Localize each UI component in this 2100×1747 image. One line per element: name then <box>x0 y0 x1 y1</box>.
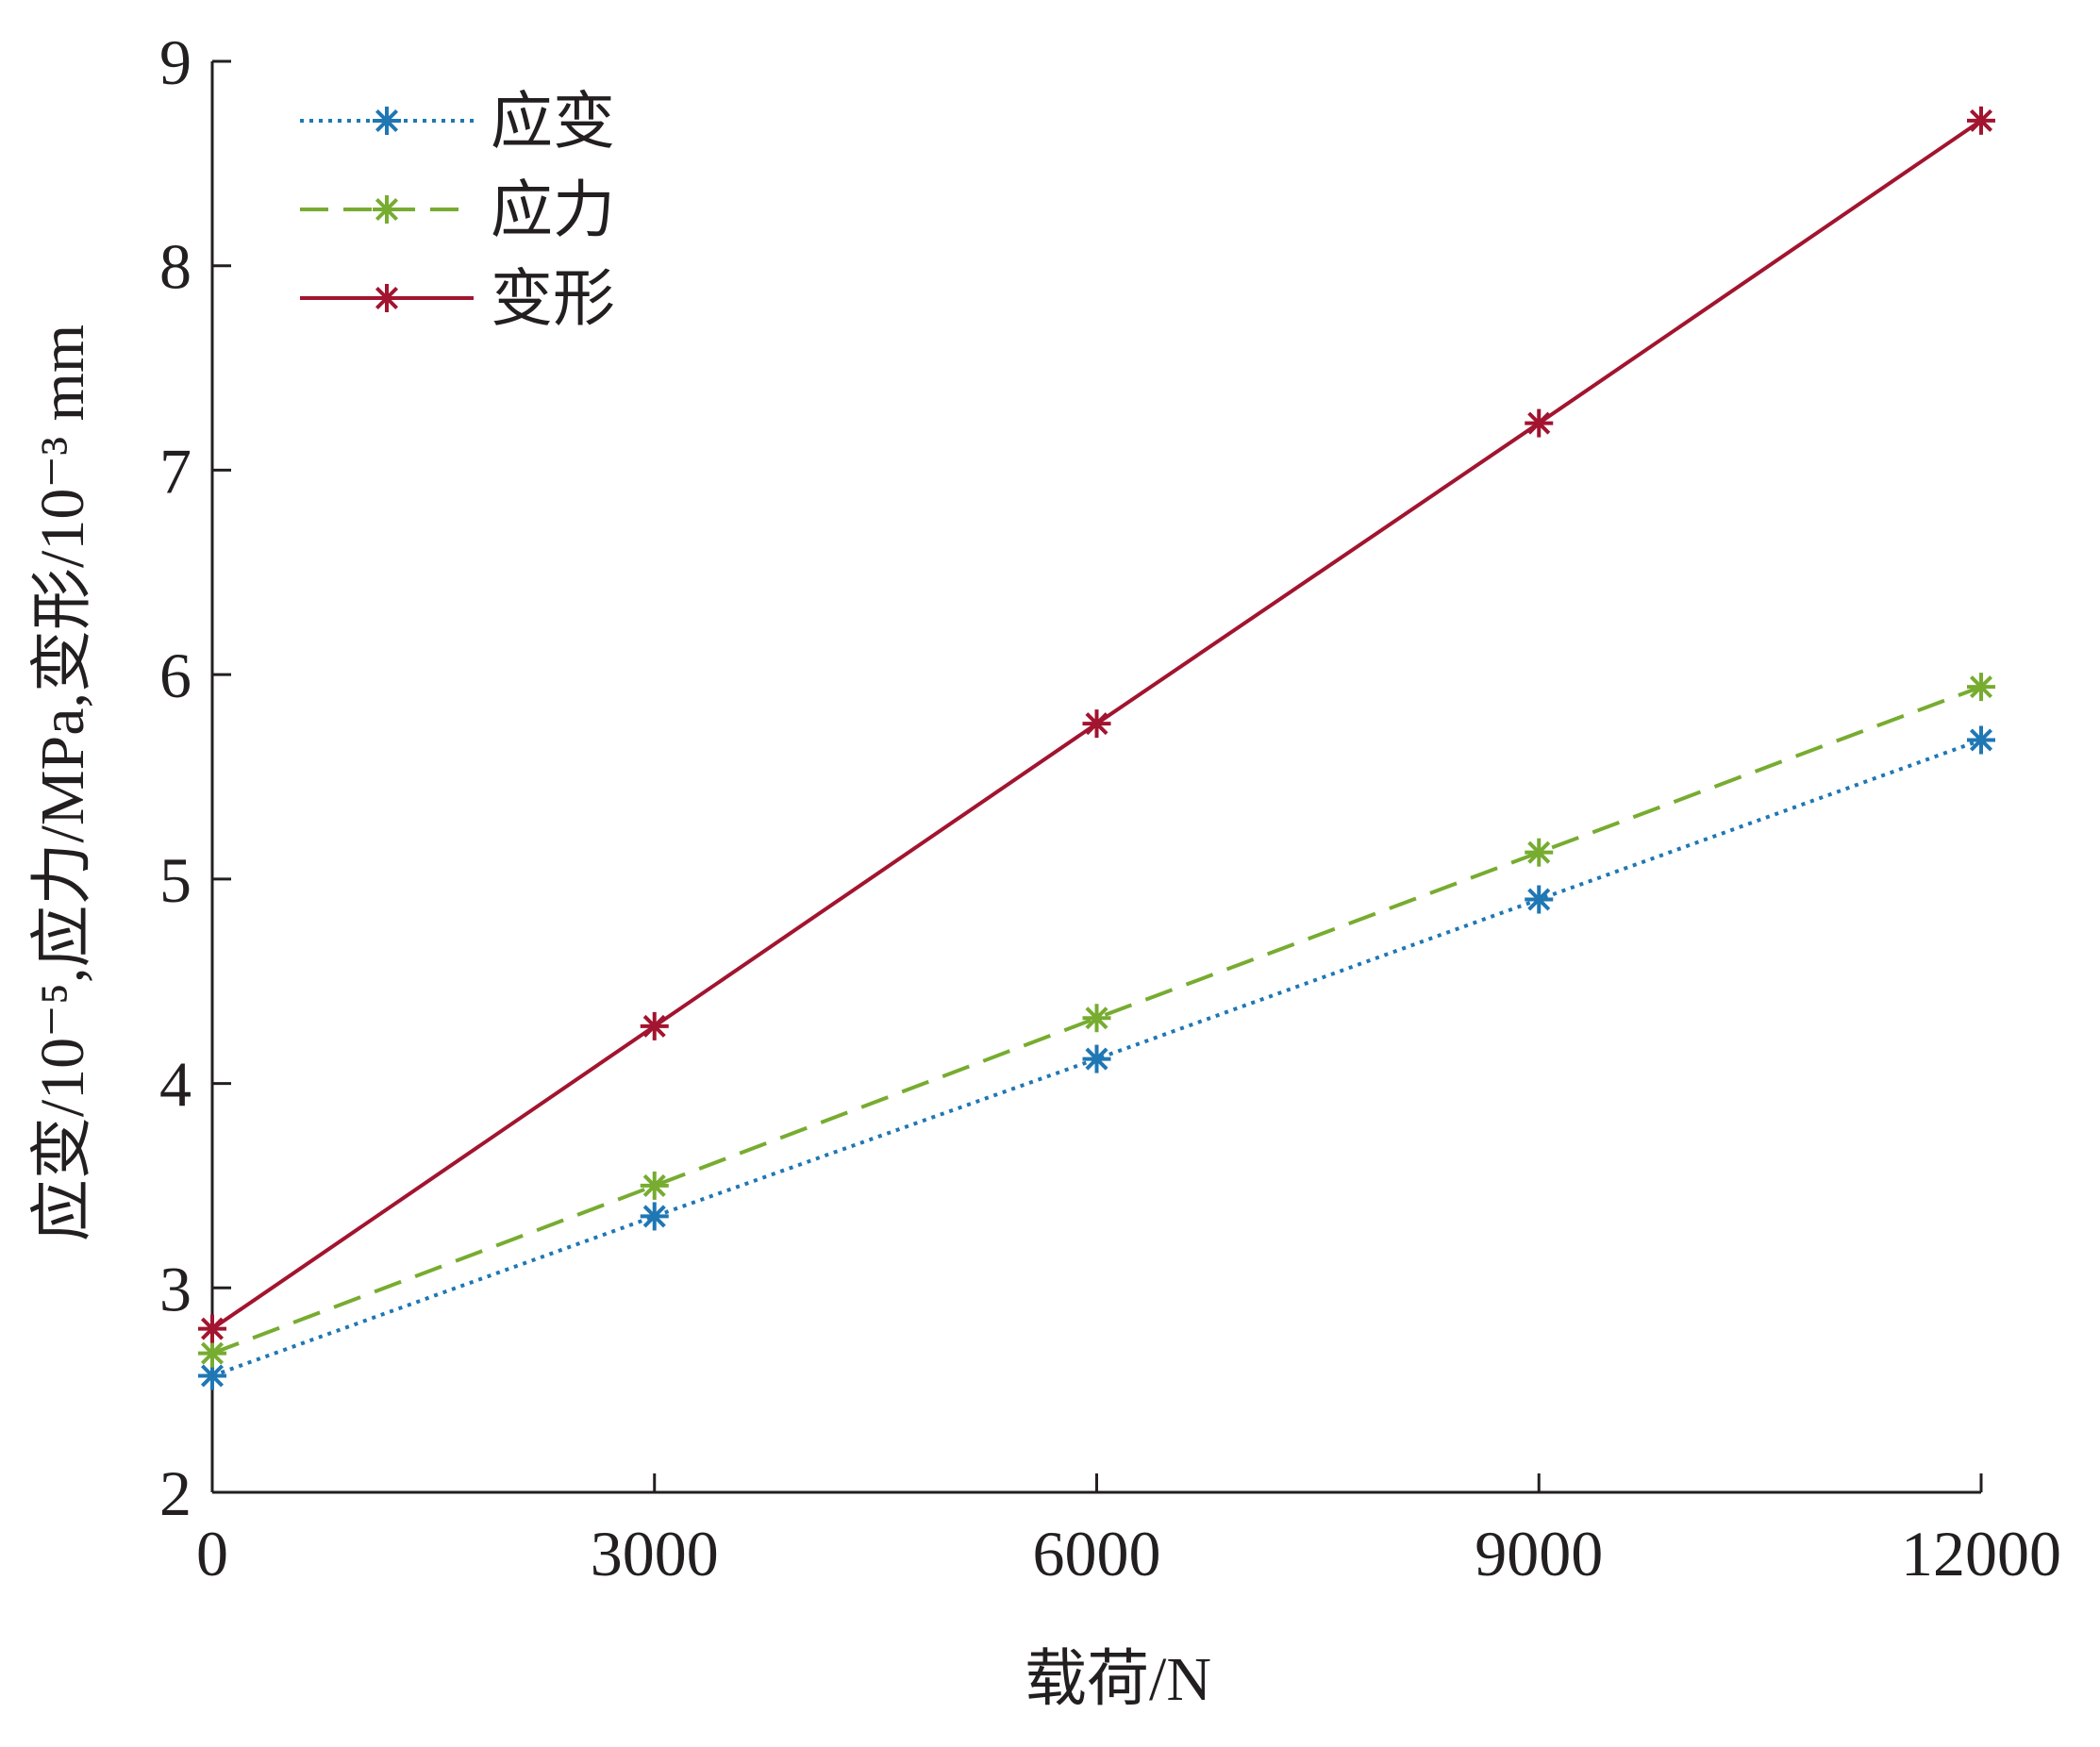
x-tick-label: 9000 <box>1475 1518 1603 1589</box>
series-line-2 <box>211 685 1982 1356</box>
legend-label-2: 应力 <box>491 176 615 245</box>
series-2-point <box>198 1339 226 1368</box>
y-tick-label: 6 <box>159 640 192 711</box>
x-axis-title: 载荷/N <box>1025 1645 1211 1714</box>
x-tick-label: 12000 <box>1901 1518 2061 1589</box>
axes <box>210 61 1981 1494</box>
legend-label-1: 应变 <box>491 88 615 157</box>
series-3-point <box>1082 709 1111 739</box>
series-3-point <box>640 1011 669 1040</box>
series-2-point <box>640 1171 669 1200</box>
legend-marker-3 <box>373 284 401 312</box>
series-1-point <box>1525 885 1554 914</box>
series-3-point <box>1967 106 1995 135</box>
legend-marker-2 <box>373 195 401 224</box>
series-group <box>198 106 1995 1390</box>
series-2-point <box>1967 673 1995 702</box>
y-ticks: 2 3 4 5 6 7 8 9 <box>159 26 231 1529</box>
y-axis-title: 应变/10⁻⁵,应力/MPa,变形/10⁻³ mm <box>28 324 97 1241</box>
y-tick-label: 3 <box>159 1253 192 1324</box>
series-line-1 <box>211 738 1982 1378</box>
x-tick-label: 6000 <box>1033 1518 1161 1589</box>
series-1-point <box>640 1202 669 1231</box>
x-ticks: 0 3000 6000 9000 12000 <box>196 1473 2061 1589</box>
series-2-point <box>1082 1004 1111 1033</box>
y-tick-label: 9 <box>159 26 192 98</box>
series-1-point <box>1082 1044 1111 1073</box>
legend-label-3: 变形 <box>491 265 615 334</box>
y-tick-label: 2 <box>159 1457 192 1529</box>
series-1-point <box>1967 725 1995 755</box>
x-tick-label: 3000 <box>591 1518 719 1589</box>
y-tick-label: 5 <box>159 844 192 916</box>
legend-marker-1 <box>373 107 401 135</box>
x-tick-label: 0 <box>196 1518 228 1589</box>
series-3-point <box>1525 408 1554 438</box>
series-2-point <box>1525 838 1554 867</box>
series-3-point <box>198 1314 226 1343</box>
y-tick-label: 4 <box>159 1049 192 1121</box>
y-tick-label: 7 <box>159 435 192 507</box>
y-tick-label: 8 <box>159 231 192 303</box>
